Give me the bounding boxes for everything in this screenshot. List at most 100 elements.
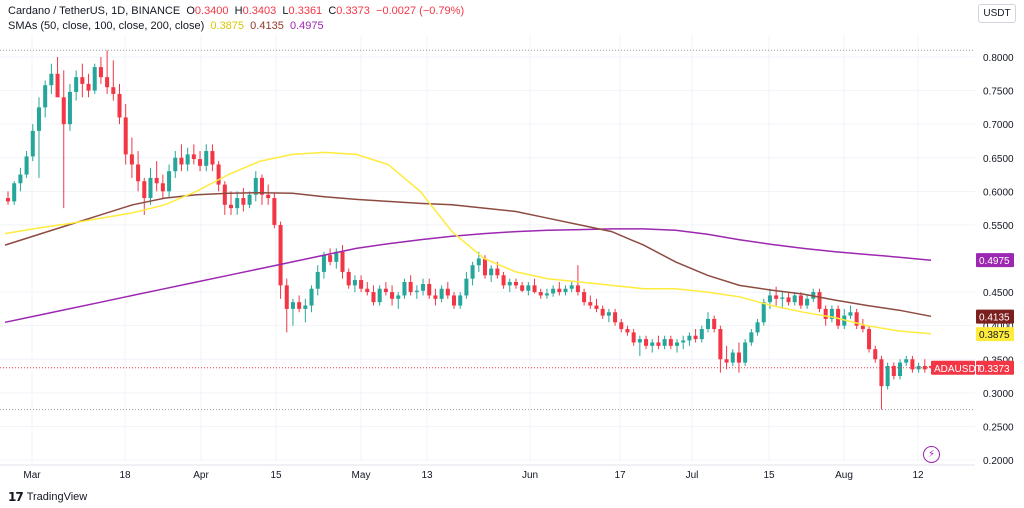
candle-body xyxy=(321,255,326,272)
y-tick-label: 0.3000 xyxy=(983,389,1014,400)
candle-body xyxy=(427,284,432,296)
candle-body xyxy=(74,77,79,92)
candle-body xyxy=(117,93,122,118)
ticker-tag-text: ADAUSDT xyxy=(934,364,982,375)
candle-body xyxy=(80,77,85,84)
candle-body xyxy=(625,329,630,333)
price-label-text: 0.3373 xyxy=(979,364,1010,375)
candle-body xyxy=(247,194,252,205)
candle-body xyxy=(105,77,110,88)
candle-body xyxy=(817,292,822,309)
candle-body xyxy=(30,130,35,157)
candle-body xyxy=(538,292,543,296)
x-tick-label: 17 xyxy=(614,470,626,481)
candle-body xyxy=(687,335,692,341)
y-tick-label: 0.3500 xyxy=(983,355,1014,366)
y-tick-label: 0.5500 xyxy=(983,221,1014,232)
candle-body xyxy=(501,275,506,286)
lightning-bolt-icon[interactable]: ⚡ xyxy=(923,446,940,463)
y-tick-label: 0.8000 xyxy=(983,53,1014,64)
candle-body xyxy=(290,302,295,309)
candle-body xyxy=(724,359,729,363)
candle-body xyxy=(49,73,54,86)
candle-body xyxy=(340,251,345,272)
candle-body xyxy=(228,204,234,209)
candle-body xyxy=(798,295,803,306)
branding[interactable]: 17 TradingView xyxy=(8,490,87,504)
candle-body xyxy=(452,295,457,306)
currency-button[interactable]: USDT xyxy=(978,4,1016,23)
candle-body xyxy=(854,312,859,326)
candle-body xyxy=(179,157,184,165)
x-tick-label: 18 xyxy=(119,470,131,481)
x-tick-label: 13 xyxy=(421,470,433,481)
candle-body xyxy=(681,340,686,343)
candle-body xyxy=(675,342,680,346)
price-label-text: 0.3875 xyxy=(979,330,1010,341)
candle-body xyxy=(198,159,203,166)
price-label-sma-100 xyxy=(976,309,1014,324)
candle-body xyxy=(569,285,574,289)
y-tick-label: 0.7500 xyxy=(983,87,1014,98)
candle-body xyxy=(359,279,364,289)
candle-body xyxy=(482,258,487,276)
candle-body xyxy=(222,184,227,205)
candle-body xyxy=(712,318,717,330)
x-tick-label: Mar xyxy=(23,470,41,481)
y-tick-label: 0.4500 xyxy=(983,288,1014,299)
candle-body xyxy=(390,292,395,299)
symbol-title[interactable]: Cardano / TetherUS, 1D, BINANCE xyxy=(8,5,181,17)
candle-body xyxy=(414,290,419,293)
candle-body xyxy=(836,308,841,326)
candle-body xyxy=(86,83,91,91)
x-tick-label: Aug xyxy=(835,470,853,481)
candle-body xyxy=(730,352,735,363)
sma-label[interactable]: SMAs (50, close, 100, close, 200, close) xyxy=(8,20,205,32)
candle-body xyxy=(421,284,426,291)
candle-body xyxy=(396,295,401,299)
candle-body xyxy=(792,295,797,303)
candle-body xyxy=(551,288,556,294)
candle-body xyxy=(18,174,23,184)
candle-body xyxy=(272,198,277,225)
ticker-tag xyxy=(931,360,975,375)
candle-body xyxy=(439,288,444,299)
candle-body xyxy=(650,342,655,346)
candle-body xyxy=(860,325,865,330)
candle-body xyxy=(402,282,407,296)
candle-body xyxy=(371,292,376,303)
x-tick-label: 15 xyxy=(763,470,775,481)
y-tick-label: 0.2000 xyxy=(983,456,1014,467)
sma200-value: 0.4975 xyxy=(289,20,324,32)
ohlc-legend: Cardano / TetherUS, 1D, BINANCE O0.3400 … xyxy=(8,5,464,17)
candle-body xyxy=(148,177,153,199)
candle-body xyxy=(829,308,834,319)
low-value: 0.3361 xyxy=(288,5,323,17)
candle-body xyxy=(513,282,518,286)
candle-body xyxy=(365,288,370,293)
candle-body xyxy=(464,278,469,296)
candle-body xyxy=(154,177,159,184)
candle-body xyxy=(613,312,618,323)
candle-body xyxy=(377,288,382,303)
candle-body xyxy=(12,183,17,202)
candle-body xyxy=(879,359,884,387)
candle-body xyxy=(736,352,741,363)
candle-body xyxy=(767,295,772,303)
candle-body xyxy=(36,107,41,131)
candle-body xyxy=(24,156,29,175)
candle-body xyxy=(489,268,494,276)
candle-body xyxy=(235,198,240,209)
y-tick-label: 0.6500 xyxy=(983,154,1014,165)
sma-legend[interactable]: SMAs (50, close, 100, close, 200, close)… xyxy=(8,20,324,32)
candle-body xyxy=(606,312,611,316)
candle-body xyxy=(910,359,915,370)
candle-body xyxy=(619,322,624,330)
candle-body xyxy=(346,271,351,286)
candle-body xyxy=(749,332,754,343)
candle-body xyxy=(718,329,723,360)
candle-body xyxy=(191,154,196,160)
candle-body xyxy=(743,342,748,363)
price-label-sma-50 xyxy=(976,327,1014,342)
